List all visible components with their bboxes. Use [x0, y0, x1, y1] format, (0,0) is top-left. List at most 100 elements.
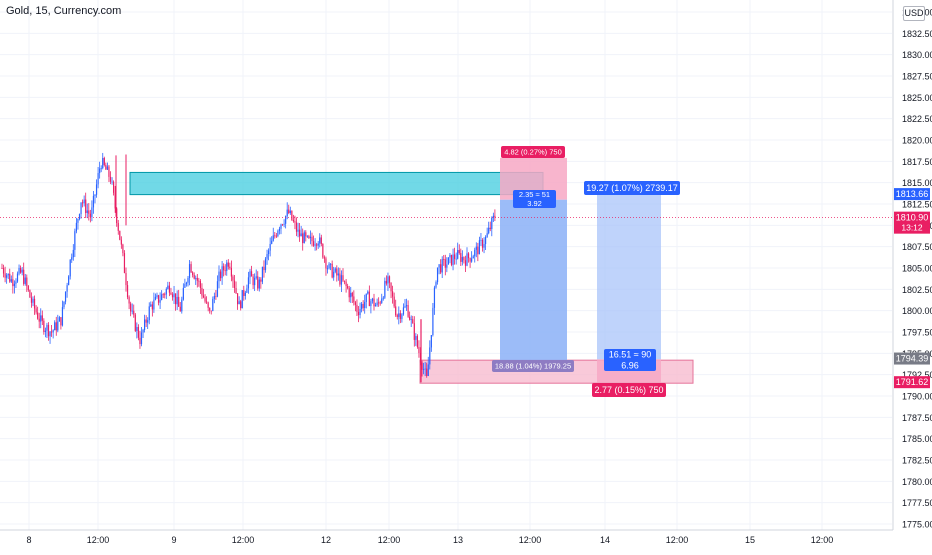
- x-tick-label: 14: [600, 535, 610, 545]
- long-target-area: [597, 194, 661, 360]
- entry-price-label-text: 1794.39: [896, 354, 929, 364]
- candle-body: [381, 298, 383, 303]
- candle-body: [168, 285, 170, 293]
- candle-body: [206, 301, 208, 303]
- candle-body: [328, 263, 330, 269]
- candle-body: [252, 276, 254, 286]
- candle-body: [427, 364, 429, 376]
- candle-body: [342, 275, 344, 281]
- time-axis[interactable]: 8 12:00 9 12:00 12 12:00 13 12:00 14 12:00 15 12:00: [0, 529, 893, 545]
- candle-body: [13, 283, 15, 287]
- candle-body: [314, 244, 316, 246]
- candle-body: [331, 263, 333, 278]
- candle-body: [424, 368, 426, 370]
- target-price-label-text: 1813.66: [896, 189, 929, 199]
- candle-body: [455, 258, 457, 260]
- candle-body: [475, 246, 477, 250]
- y-tick-label: 1822.50: [902, 114, 932, 124]
- candle-body: [86, 210, 88, 213]
- candle-body: [308, 235, 310, 239]
- candle-body: [26, 277, 28, 287]
- candle-body: [316, 244, 318, 246]
- candle-body: [300, 233, 302, 237]
- candle-body: [29, 290, 31, 298]
- candle-body: [461, 257, 463, 262]
- candle-body: [387, 276, 389, 284]
- candle-body: [57, 321, 59, 331]
- candle-body: [171, 294, 174, 298]
- candle-body: [281, 224, 284, 226]
- candle-body: [432, 307, 434, 336]
- candle-body: [184, 284, 186, 288]
- candle-body: [178, 296, 180, 307]
- candle-body: [89, 213, 91, 217]
- stop-price-label: 1791.62: [894, 376, 930, 389]
- candle-body: [213, 296, 215, 299]
- candle-body: [181, 299, 183, 312]
- candle-body: [219, 271, 222, 279]
- candle-body: [435, 282, 437, 288]
- candle-body: [95, 184, 98, 195]
- candle-body: [103, 158, 105, 165]
- candle-body: [446, 264, 448, 268]
- candle-body: [165, 288, 167, 295]
- candle-body: [159, 299, 161, 303]
- candle-body: [145, 319, 147, 323]
- currency-badge[interactable]: USD: [903, 6, 925, 21]
- candle-body: [268, 250, 270, 255]
- candle-body: [440, 264, 442, 273]
- candle-body: [235, 288, 237, 294]
- candle-body: [390, 282, 392, 292]
- candle-body: [436, 267, 439, 283]
- candle-body: [2, 268, 5, 274]
- candle-body: [401, 314, 403, 319]
- candle-body: [247, 277, 250, 289]
- candle-body: [454, 254, 456, 259]
- candle-body: [80, 202, 82, 215]
- entry-price-label-bg: [894, 352, 930, 365]
- candle-body: [195, 277, 197, 279]
- candle-body: [385, 280, 387, 284]
- candle-body: [443, 259, 445, 260]
- candle-body: [12, 279, 14, 287]
- short-rr-label: 2.35 ≈ 513.92: [513, 190, 556, 208]
- candle-body: [97, 173, 99, 185]
- y-tick-label: 1775.00: [902, 520, 932, 530]
- target-price-label-bg: [894, 188, 930, 201]
- short-target-label-text: 18.88 (1.04%) 1979.25: [495, 362, 571, 371]
- candle-body: [402, 307, 405, 315]
- candle-body: [373, 298, 375, 307]
- candle-body: [148, 306, 150, 321]
- candle-body: [449, 254, 451, 258]
- candle-body: [227, 262, 229, 267]
- short-target-area: [500, 199, 567, 361]
- candle-body: [393, 296, 395, 307]
- candle-body: [458, 249, 460, 254]
- candle-body: [140, 332, 143, 345]
- candle-body: [41, 315, 43, 321]
- candle-body: [49, 331, 51, 337]
- long-rr-label-bg: [604, 349, 656, 371]
- price-axis[interactable]: 1775.00 1777.50 1780.00 1782.50 1785.00 1787.…: [892, 0, 932, 530]
- candle-body: [488, 227, 490, 234]
- candle-body: [382, 297, 384, 299]
- candle-body: [209, 307, 211, 311]
- candle-body: [362, 303, 364, 309]
- candle-body: [51, 331, 53, 333]
- x-tick-label: 15: [745, 535, 755, 545]
- candle-body: [257, 276, 259, 289]
- candle-body: [106, 166, 108, 170]
- candle-body: [207, 302, 209, 308]
- candle-body: [337, 273, 339, 276]
- candle-body: [481, 239, 484, 248]
- candle-body: [474, 249, 476, 257]
- candle-body: [40, 315, 42, 322]
- candle-body: [426, 368, 428, 376]
- x-tick-label: 12:00: [666, 535, 689, 545]
- stop-price-label-text: 1791.62: [896, 377, 929, 387]
- candle-body: [399, 313, 401, 319]
- candle-body: [409, 316, 411, 320]
